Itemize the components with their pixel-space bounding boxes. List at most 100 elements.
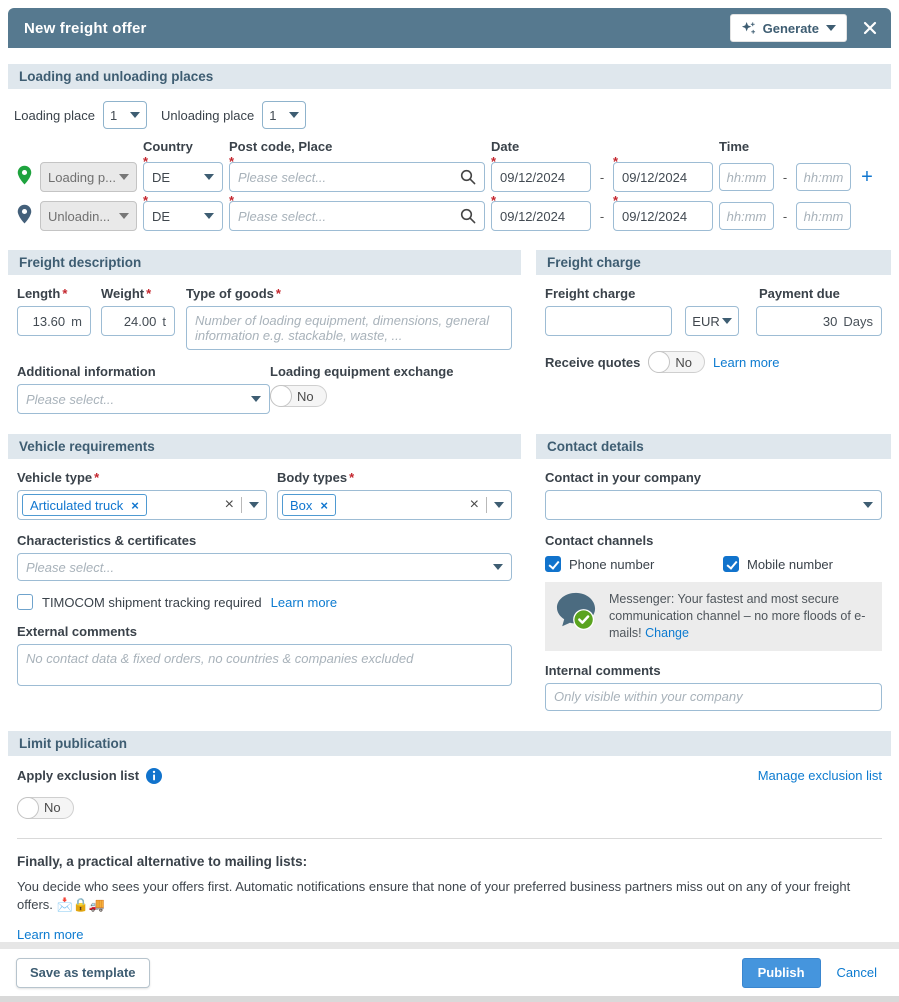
phone-number-checkbox[interactable] — [545, 556, 561, 572]
section-freight-charge: Freight charge — [536, 250, 891, 275]
page-title: New freight offer — [24, 19, 147, 37]
external-comments-label: External comments — [17, 624, 137, 639]
additional-information-label: Additional information — [17, 364, 156, 379]
time-to-input-loading[interactable] — [796, 163, 851, 191]
map-pin-slate-icon — [17, 204, 32, 228]
external-comments-input[interactable] — [17, 644, 512, 686]
country-select-loading[interactable]: * DE — [143, 154, 223, 192]
footer: Save as template Publish Cancel — [0, 949, 899, 996]
section-freight-description: Freight description — [8, 250, 521, 275]
close-icon[interactable] — [863, 21, 877, 35]
receive-quotes-toggle[interactable]: No — [648, 351, 705, 373]
section-limit-publication: Limit publication — [8, 730, 891, 756]
mailing-alternative-text: You decide who sees your offers first. A… — [17, 878, 851, 913]
clear-icon[interactable]: × — [224, 496, 234, 513]
cancel-link[interactable]: Cancel — [836, 965, 877, 980]
section-loading-unloading: Loading and unloading places — [8, 64, 891, 89]
chevron-down-icon — [721, 318, 732, 324]
unloading-place-count-select[interactable]: 1 — [262, 101, 307, 129]
apply-exclusion-toggle[interactable]: No — [17, 796, 74, 819]
date-from-input-loading[interactable]: * — [491, 154, 591, 192]
section-contact-details: Contact details — [536, 434, 891, 459]
chevron-down-icon — [204, 174, 214, 180]
vehicle-type-multiselect[interactable]: Articulated truck × × — [17, 490, 267, 520]
publish-button[interactable]: Publish — [741, 957, 821, 988]
loading-equipment-exchange-label: Loading equipment exchange — [270, 364, 454, 379]
chevron-down-icon[interactable] — [494, 502, 504, 508]
search-icon[interactable] — [460, 169, 476, 185]
chevron-down-icon — [493, 564, 503, 570]
chevron-down-icon — [863, 502, 873, 508]
contact-company-select[interactable] — [545, 490, 882, 520]
map-pin-green-icon — [17, 165, 32, 189]
weight-input[interactable]: 24.00 t — [101, 306, 175, 336]
freight-charge-label: Freight charge — [545, 286, 636, 301]
time-from-input-unloading[interactable] — [719, 202, 774, 230]
column-header-postcode: Post code, Place — [229, 139, 333, 154]
date-from-input-unloading[interactable]: * — [491, 193, 591, 231]
receive-quotes-label: Receive quotes — [545, 354, 641, 370]
messenger-bubble-check-icon — [555, 591, 597, 631]
loading-place-label: Loading place — [14, 107, 95, 123]
messenger-change-link[interactable]: Change — [645, 625, 689, 640]
chevron-down-icon[interactable] — [249, 502, 259, 508]
additional-information-select[interactable]: Please select... — [17, 384, 270, 414]
length-input[interactable]: 13.60 m — [17, 306, 91, 336]
shipment-tracking-label: TIMOCOM shipment tracking required — [42, 594, 262, 610]
currency-select[interactable]: EUR — [685, 306, 739, 336]
emoji-icons: 📩🔒🚚 — [56, 897, 106, 913]
search-icon[interactable] — [460, 208, 476, 224]
chip-remove-icon[interactable]: × — [320, 497, 328, 513]
characteristics-label: Characteristics & certificates — [17, 533, 197, 548]
page-bottom-strip — [0, 996, 899, 1002]
sparkles-icon — [741, 21, 756, 36]
date-to-input-unloading[interactable]: * — [613, 193, 713, 231]
type-of-goods-input[interactable] — [186, 306, 512, 350]
mobile-number-checkbox[interactable] — [723, 556, 739, 572]
contact-company-label: Contact in your company — [545, 470, 702, 485]
divider — [17, 837, 882, 839]
date-to-input-loading[interactable]: * — [613, 154, 713, 192]
postcode-place-field[interactable] — [238, 169, 460, 185]
loading-place-type-select[interactable]: Loading p... — [40, 162, 137, 192]
generate-button[interactable]: Generate — [729, 14, 847, 42]
save-as-template-button[interactable]: Save as template — [16, 957, 150, 988]
chevron-down-icon — [204, 213, 214, 219]
characteristics-select[interactable]: Please select... — [17, 553, 512, 581]
unloading-place-label: Unloading place — [160, 107, 255, 123]
unloading-place-row: Unloadin... * DE * * - * - — [0, 193, 899, 231]
column-header-country: Country — [143, 139, 193, 154]
chip-remove-icon[interactable]: × — [131, 497, 139, 513]
contact-channels-label: Contact channels — [545, 533, 654, 548]
loading-equipment-exchange-toggle[interactable]: No — [270, 385, 327, 407]
shipment-tracking-checkbox[interactable] — [17, 594, 33, 610]
chevron-down-icon — [289, 112, 300, 118]
chevron-down-icon — [119, 213, 129, 219]
footer-separator — [0, 942, 899, 949]
body-type-chip: Box × — [282, 494, 336, 516]
column-header-time: Time — [719, 139, 750, 154]
body-types-multiselect[interactable]: Box × × — [277, 490, 512, 520]
unloading-place-type-select[interactable]: Unloadin... — [40, 201, 137, 231]
tracking-learn-more-link[interactable]: Learn more — [270, 594, 338, 610]
plus-icon[interactable]: + — [861, 166, 873, 188]
vehicle-type-chip: Articulated truck × — [22, 494, 147, 516]
time-to-input-unloading[interactable] — [796, 202, 851, 230]
postcode-place-input-unloading[interactable]: * — [229, 193, 485, 231]
loading-place-count-select[interactable]: 1 — [102, 101, 147, 129]
info-icon[interactable] — [146, 767, 163, 784]
mailing-learn-more-link[interactable]: Learn more — [17, 927, 84, 943]
payment-due-input[interactable]: 30 Days — [755, 306, 882, 336]
country-select-unloading[interactable]: * DE — [143, 193, 223, 231]
postcode-place-input-loading[interactable]: * — [229, 154, 485, 192]
internal-comments-input[interactable] — [545, 682, 882, 711]
payment-due-label: Payment due — [759, 286, 840, 301]
clear-icon[interactable]: × — [469, 496, 479, 513]
freight-charge-input[interactable] — [545, 306, 673, 336]
chevron-down-icon — [251, 396, 261, 402]
time-from-input-loading[interactable] — [719, 163, 774, 191]
receive-quotes-learn-more-link[interactable]: Learn more — [713, 354, 780, 370]
section-vehicle-requirements: Vehicle requirements — [8, 434, 521, 459]
apply-exclusion-label: Apply exclusion list — [17, 768, 140, 784]
manage-exclusion-list-link[interactable]: Manage exclusion list — [757, 768, 882, 784]
